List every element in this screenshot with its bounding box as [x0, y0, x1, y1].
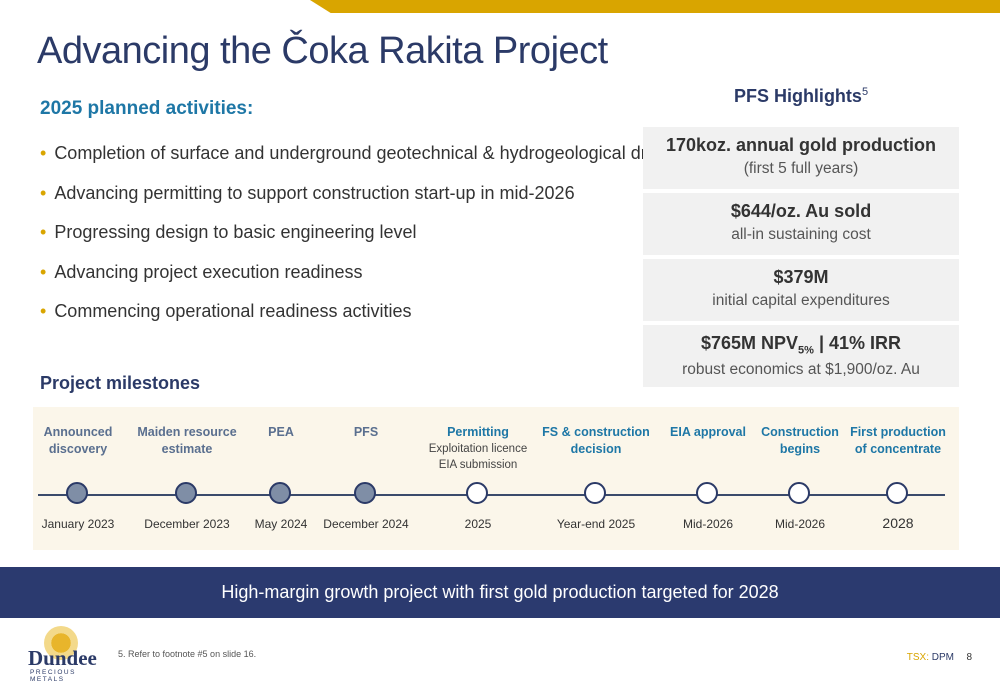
sun-icon [44, 626, 78, 660]
bullet-icon: • [40, 301, 47, 321]
list-item: • Progressing design to basic engineering… [40, 222, 417, 242]
pfs-highlight-box: $765M NPV5% | 41% IRR robust economics a… [643, 325, 959, 387]
list-item: • Advancing permitting to support constru… [40, 182, 575, 203]
milestone-dot-icon [788, 482, 810, 504]
milestone-label: PEA [268, 425, 294, 439]
milestone-dot-icon [354, 482, 376, 504]
milestone-date: December 2024 [323, 517, 409, 531]
pfs-heading: PFS Highlights5 [733, 86, 869, 106]
milestone-dot-icon [466, 482, 488, 504]
milestone-label: First production of concentrate [850, 425, 946, 456]
activities-heading: 2025 planned activities: [40, 98, 254, 119]
milestone-date: Mid-2026 [682, 517, 734, 531]
milestone-label: EIA approval [670, 425, 746, 439]
summary-banner: High-margin growth project with first go… [0, 567, 1000, 618]
activities-list: • Completion of surface and underground g… [40, 143, 683, 341]
milestone-date: May 2024 [254, 517, 308, 531]
milestone-label: FS & construction decision [542, 425, 650, 456]
milestone-date: 2025 [464, 517, 492, 531]
page-number: 8 [966, 652, 972, 663]
top-accent-bar [310, 0, 1000, 13]
milestone-label: Permitting Exploitation licence EIA submis… [423, 424, 533, 473]
list-item: • Commencing operational readiness activi… [40, 301, 412, 321]
milestone-note: EIA submission [438, 459, 518, 471]
milestone-dot-icon [696, 482, 718, 504]
page-title: Advancing the Čoka Rakita Project [37, 30, 608, 72]
milestone-label: PFS [353, 425, 379, 439]
dundee-logo: Dundee PRECIOUS METALS [28, 626, 103, 683]
milestone-date: Mid-2026 [774, 517, 826, 531]
milestone-date: December 2023 [144, 517, 230, 531]
milestone-date: January 2023 [41, 517, 115, 531]
milestone-date: Year-end 2025 [556, 517, 636, 531]
list-item: • Completion of surface and underground g… [40, 143, 683, 163]
milestone-dot-icon [269, 482, 291, 504]
footnote: 5. Refer to footnote #5 on slide 16. [118, 649, 257, 659]
list-item: • Advancing project execution readiness [40, 261, 363, 282]
bullet-icon: • [40, 222, 47, 242]
milestone-dot-icon [886, 482, 908, 504]
milestone-date: 2028 [882, 515, 914, 531]
ticker-label: TSX: DPM [906, 652, 954, 663]
milestone-dot-icon [584, 482, 606, 504]
bullet-icon: • [40, 182, 47, 203]
pfs-highlight-box: 170koz. annual gold production (first 5 … [643, 127, 959, 189]
milestone-label: Announced discovery [43, 425, 113, 456]
milestone-dot-icon [66, 482, 88, 504]
bullet-icon: • [40, 261, 47, 282]
pfs-highlight-box: $644/oz. Au sold all-in sustaining cost [643, 193, 959, 255]
milestone-label: Maiden resource estimate [137, 425, 237, 456]
milestone-note: Exploitation licence [428, 443, 528, 455]
timeline-line [38, 494, 945, 496]
milestone-timeline: Announced discovery January 2023 Maiden re… [33, 407, 959, 550]
milestones-heading: Project milestones [40, 373, 201, 393]
milestone-dot-icon [175, 482, 197, 504]
pfs-highlight-box: $379M initial capital expenditures [643, 259, 959, 321]
bullet-icon: • [40, 143, 47, 163]
footnote-marker: 5 [861, 86, 869, 98]
milestone-label: Construction begins [761, 425, 839, 456]
